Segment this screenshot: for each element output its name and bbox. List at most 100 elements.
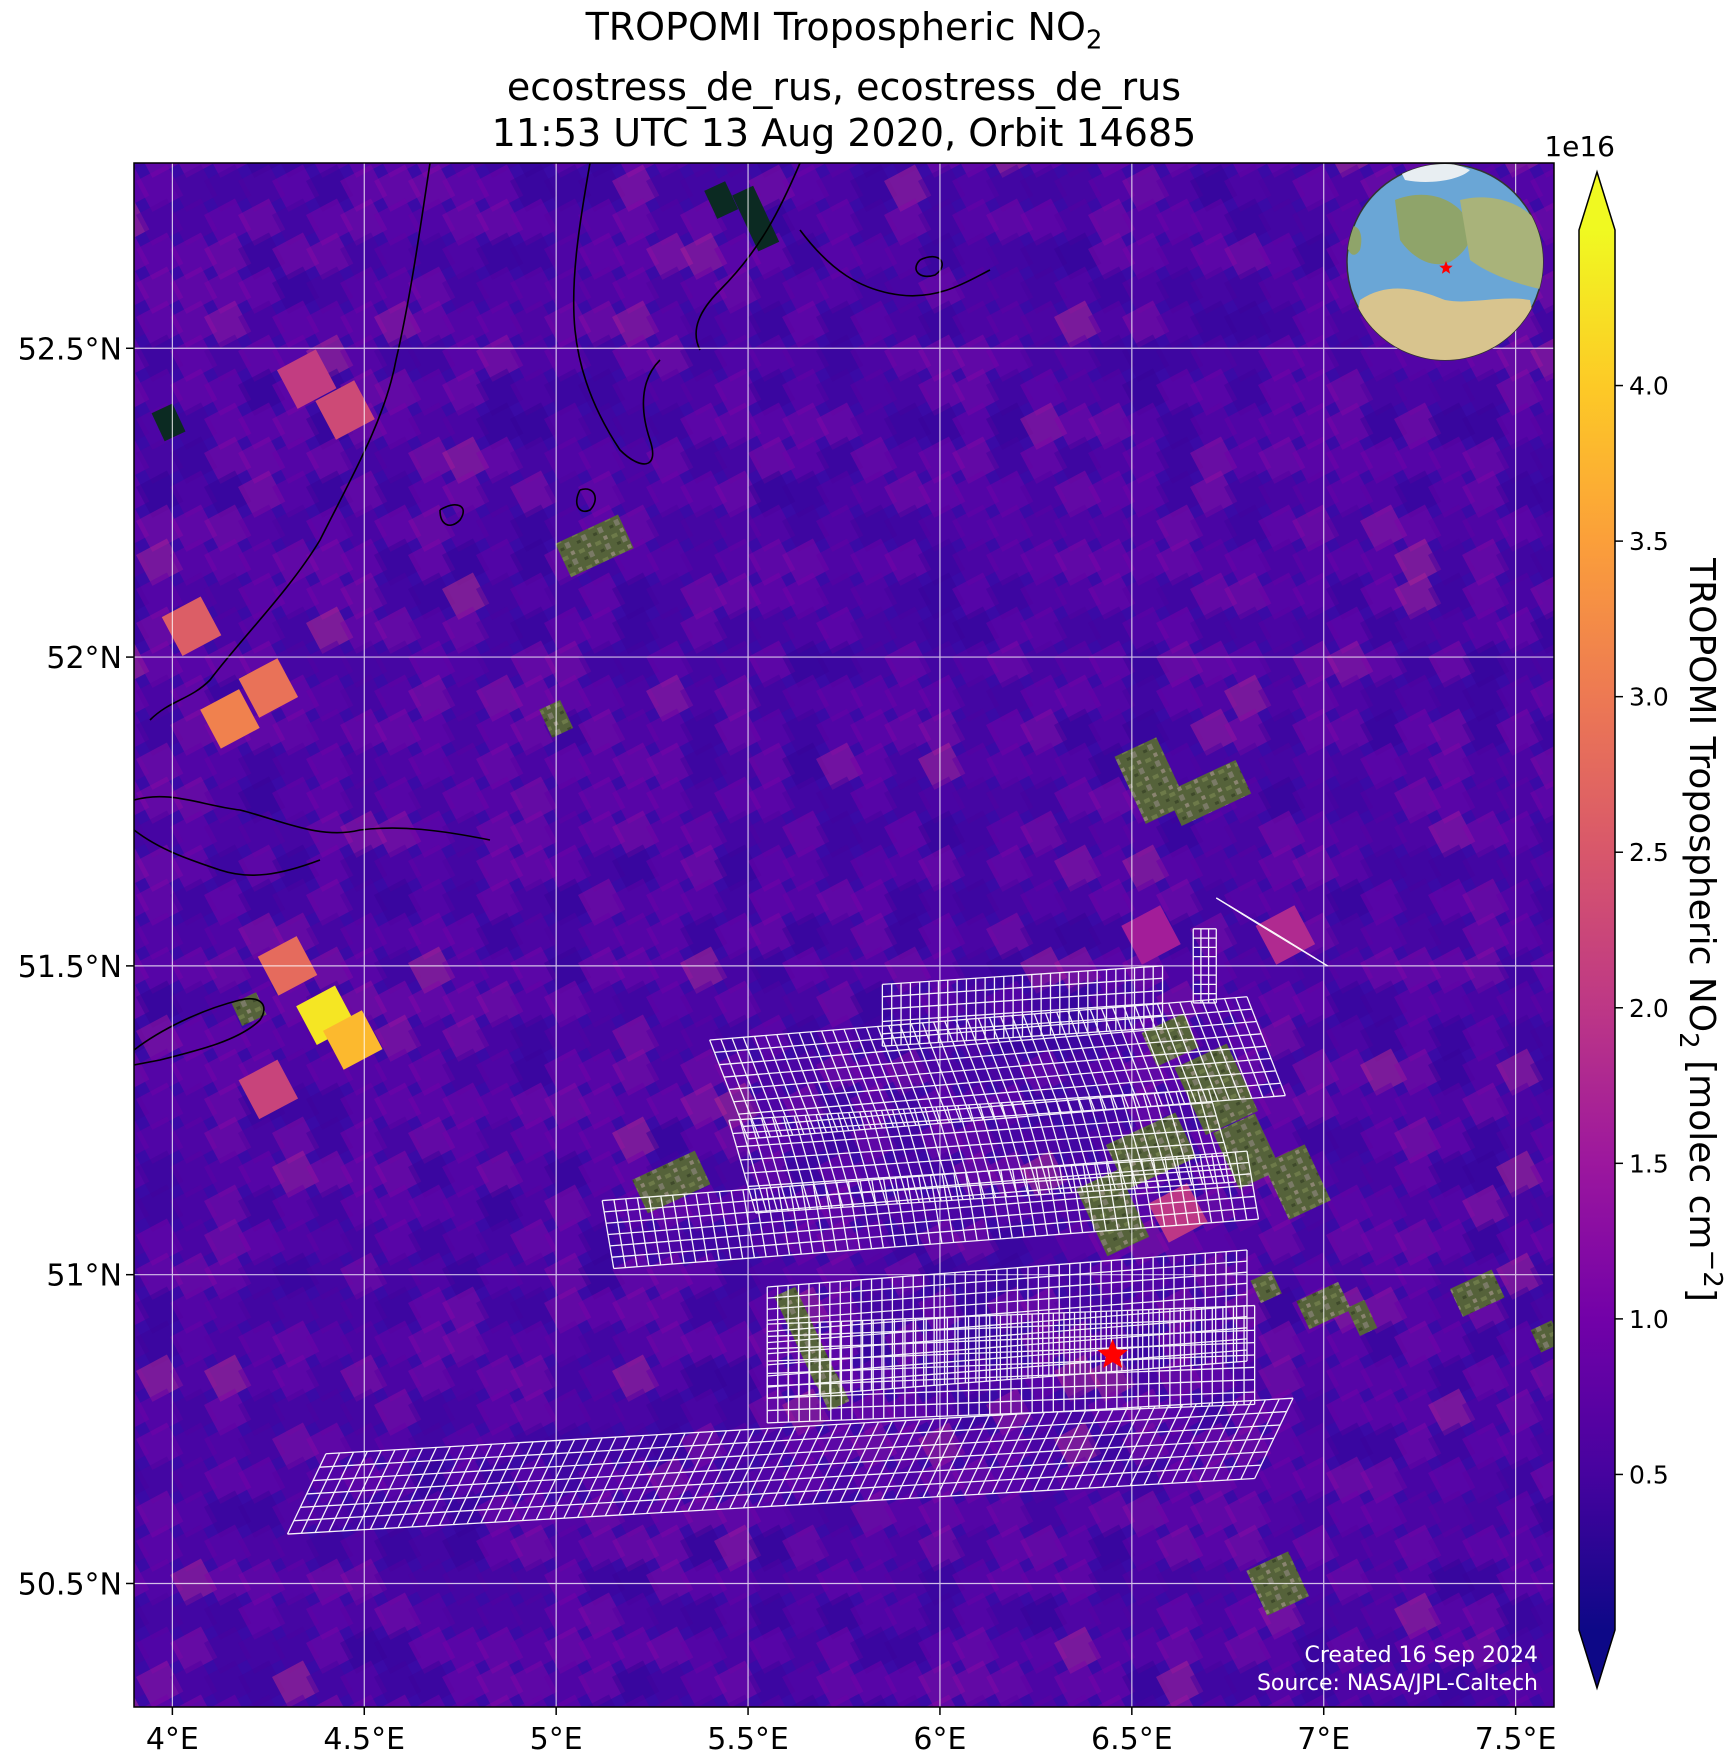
no2-pixel [612,1626,660,1674]
no2-pixel [1360,810,1408,858]
no2-pixel [782,708,830,756]
no2-pixel [204,1626,252,1674]
no2-pixel [918,640,966,688]
no2-pixel [1360,1660,1408,1707]
no2-pixel [1462,1456,1510,1504]
no2-pixel [986,300,1034,348]
no2-pixel [680,470,728,518]
no2-pixel [884,1388,932,1436]
no2-pixel [680,300,728,348]
no2-pixel [408,163,456,178]
no2-pixel [1394,980,1442,1028]
no2-pixel [1360,163,1408,178]
no2-pixel [1054,402,1102,450]
no2-pixel [238,1252,286,1300]
no2-pixel [476,980,524,1028]
no2-pixel [1360,402,1408,450]
no2-pixel [1292,1456,1340,1504]
no2-pixel [510,1252,558,1300]
no2-pixel [714,1660,762,1707]
no2-pixel [884,232,932,280]
no2-pixel [442,1320,490,1368]
no2-pixel [1428,708,1476,756]
no2-pixel [408,1592,456,1640]
no2-pixel [510,504,558,552]
no2-pixel [850,470,898,518]
no2-pixel [884,606,932,654]
no2-pixel [1156,1456,1204,1504]
no2-pixel [612,1048,660,1096]
no2-pixel [1360,878,1408,926]
no2-pixel [1496,402,1544,450]
no2-pixel [1224,266,1272,314]
no2-pixel [1054,1320,1102,1368]
grid-line [300,1451,1268,1508]
no2-pixel [918,470,966,518]
no2-pixel [68,1423,115,1470]
no2-pixel [306,470,354,518]
no2-pixel [272,742,320,790]
no2-pixel [510,572,558,620]
no2-pixel [136,640,184,688]
no2-pixel [68,505,115,552]
no2-pixel [476,1524,524,1572]
no2-pixel [1258,708,1306,756]
no2-pixel [1496,1660,1544,1707]
no2-pixel [476,1388,524,1436]
no2-pixel [1224,674,1272,722]
no2-pixel [884,844,932,892]
no2-pixel [1326,97,1373,144]
no2-pixel [986,436,1034,484]
no2-pixel [1292,97,1339,144]
no2-pixel [578,810,626,858]
grid-line [1175,1091,1204,1185]
no2-pixel [782,198,830,246]
no2-pixel [204,1014,252,1062]
no2-pixel [204,1592,252,1640]
no2-pixel [714,1626,762,1674]
no2-pixel [170,164,218,212]
no2-pixel [1190,97,1237,144]
no2-pixel [1462,1048,1510,1096]
graticule [134,163,1554,1707]
no2-pixel [1258,368,1306,416]
no2-pixel [1122,436,1170,484]
no2-pixel [476,232,524,280]
lat-tick-label: 52°N [46,641,122,676]
no2-pixel [1156,708,1204,756]
no2-pixel [170,1082,218,1130]
no2-pixel [272,1320,320,1368]
no2-pixel [1292,300,1340,348]
no2-pixel [952,538,1000,586]
no2-pixel [1292,810,1340,858]
grid-line [293,1464,1262,1522]
no2-pixel [1428,674,1476,722]
no2-pixel [510,97,557,144]
no2-pixel [748,912,796,960]
grid-line [859,1111,888,1205]
no2-pixel [1428,1388,1476,1436]
no2-pixel [136,334,184,382]
grid-line [755,1181,1236,1214]
no2-pixel [952,1592,1000,1640]
no2-pixel [134,742,150,790]
no2-pixel [204,436,252,484]
no2-pixel [374,402,422,450]
no2-pixel [1428,1218,1476,1266]
no2-pixel [612,436,660,484]
no2-pixel [578,1422,626,1470]
no2-pixel [1224,946,1272,994]
no2-pixel [1190,232,1238,280]
no2-pixel [612,300,660,348]
no2-pixel [1156,572,1204,620]
no2-pixel [952,368,1000,416]
no2-pixel [1054,640,1102,688]
no2-pixel [170,708,218,756]
no2-pixel [272,1422,320,1470]
no2-pixel [272,1116,320,1164]
no2-pixel [1394,844,1442,892]
no2-pixel [612,402,660,450]
no2-pixel [850,810,898,858]
title-line-3: 11:53 UTC 13 Aug 2020, Orbit 14685 [491,110,1197,155]
no2-pixel [1122,606,1170,654]
